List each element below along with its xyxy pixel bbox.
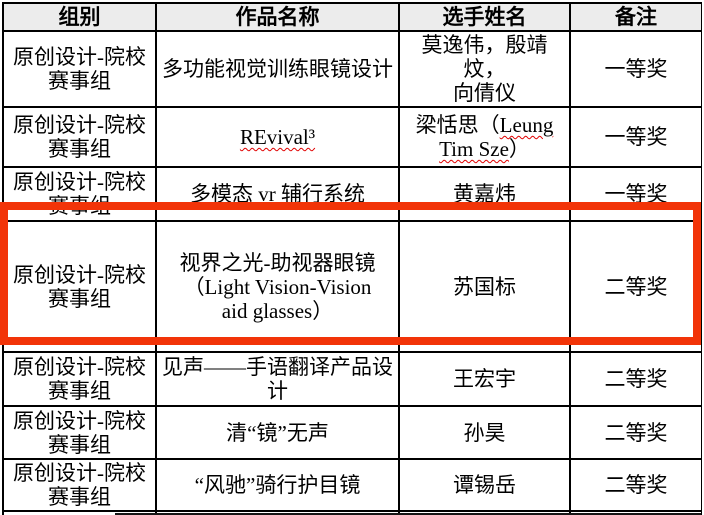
table-row-cutoff [2, 510, 702, 515]
group-cell: 原创设计-院校 赛事组 [2, 351, 157, 407]
name-cell: 苏国标 [398, 220, 571, 353]
table-row: 原创设计-院校 赛事组 REvival³ 梁恬思（Leung Tim Sze） … [2, 106, 702, 168]
header-name: 选手姓名 [398, 2, 571, 32]
group-cell: 原创设计-院校 赛事组 [2, 30, 157, 108]
work-cell: “风驰”骑行护目镜 [155, 458, 400, 512]
header-work: 作品名称 [155, 2, 400, 32]
award-cell: 一等奖 [569, 166, 702, 222]
spellcheck-text: vr [258, 182, 276, 206]
table-row: 原创设计-院校 赛事组 多模态 vr 辅行系统 黄嘉炜 一等奖 [2, 166, 702, 222]
work-cell: 视界之光-助视器眼镜 （Light Vision-Vision aid glas… [155, 220, 400, 353]
cutoff-next-row-content [115, 513, 701, 515]
award-cell: 二等奖 [569, 351, 702, 407]
name-cell: 谭锡岳 [398, 458, 571, 512]
work-cell: REvival³ [155, 106, 400, 168]
work-cell: 清“镜”无声 [155, 405, 400, 460]
name-text: ） [508, 137, 530, 161]
award-cell: 一等奖 [569, 30, 702, 108]
work-text: 辅行系统 [275, 182, 365, 206]
name-cell: 黄嘉炜 [398, 166, 571, 222]
award-cell: 二等奖 [569, 220, 702, 353]
spellcheck-text: REvival³ [239, 125, 316, 149]
header-row: 组别 作品名称 选手姓名 备注 [2, 2, 702, 32]
spellcheck-text: Tim Sze [439, 137, 509, 161]
name-cell: 孙昊 [398, 405, 571, 460]
group-cell: 原创设计-院校 赛事组 [2, 106, 157, 168]
header-group: 组别 [2, 2, 157, 32]
table-row-highlighted: 原创设计-院校 赛事组 视界之光-助视器眼镜 （Light Vision-Vis… [2, 220, 702, 353]
award-cell: 二等奖 [569, 458, 702, 512]
work-text: 多模态 [190, 182, 259, 206]
name-cell: 莫逸伟，殷靖炆， 向倩仪 [398, 30, 571, 108]
group-cell: 原创设计-院校 赛事组 [2, 166, 157, 222]
name-cell: 王宏宇 [398, 351, 571, 407]
table-row: 原创设计-院校 赛事组 见声——手语翻译产品设 计 王宏宇 二等奖 [2, 351, 702, 407]
award-cell: 一等奖 [569, 106, 702, 168]
work-cell: 多模态 vr 辅行系统 [155, 166, 400, 222]
group-cell: 原创设计-院校 赛事组 [2, 220, 157, 353]
table-row: 原创设计-院校 赛事组 清“镜”无声 孙昊 二等奖 [2, 405, 702, 460]
spellcheck-text: Leung [499, 113, 554, 137]
table-row: 原创设计-院校 赛事组 “风驰”骑行护目镜 谭锡岳 二等奖 [2, 458, 702, 512]
name-cell: 梁恬思（Leung Tim Sze） [398, 106, 571, 168]
name-text: 梁恬思（ [415, 113, 500, 137]
award-cell: 二等奖 [569, 405, 702, 460]
header-note: 备注 [569, 2, 702, 32]
work-cell: 见声——手语翻译产品设 计 [155, 351, 400, 407]
work-cell: 多功能视觉训练眼镜设计 [155, 30, 400, 108]
table-row: 原创设计-院校 赛事组 多功能视觉训练眼镜设计 莫逸伟，殷靖炆， 向倩仪 一等奖 [2, 30, 702, 108]
group-cell: 原创设计-院校 赛事组 [2, 405, 157, 460]
group-cell: 原创设计-院校 赛事组 [2, 458, 157, 512]
